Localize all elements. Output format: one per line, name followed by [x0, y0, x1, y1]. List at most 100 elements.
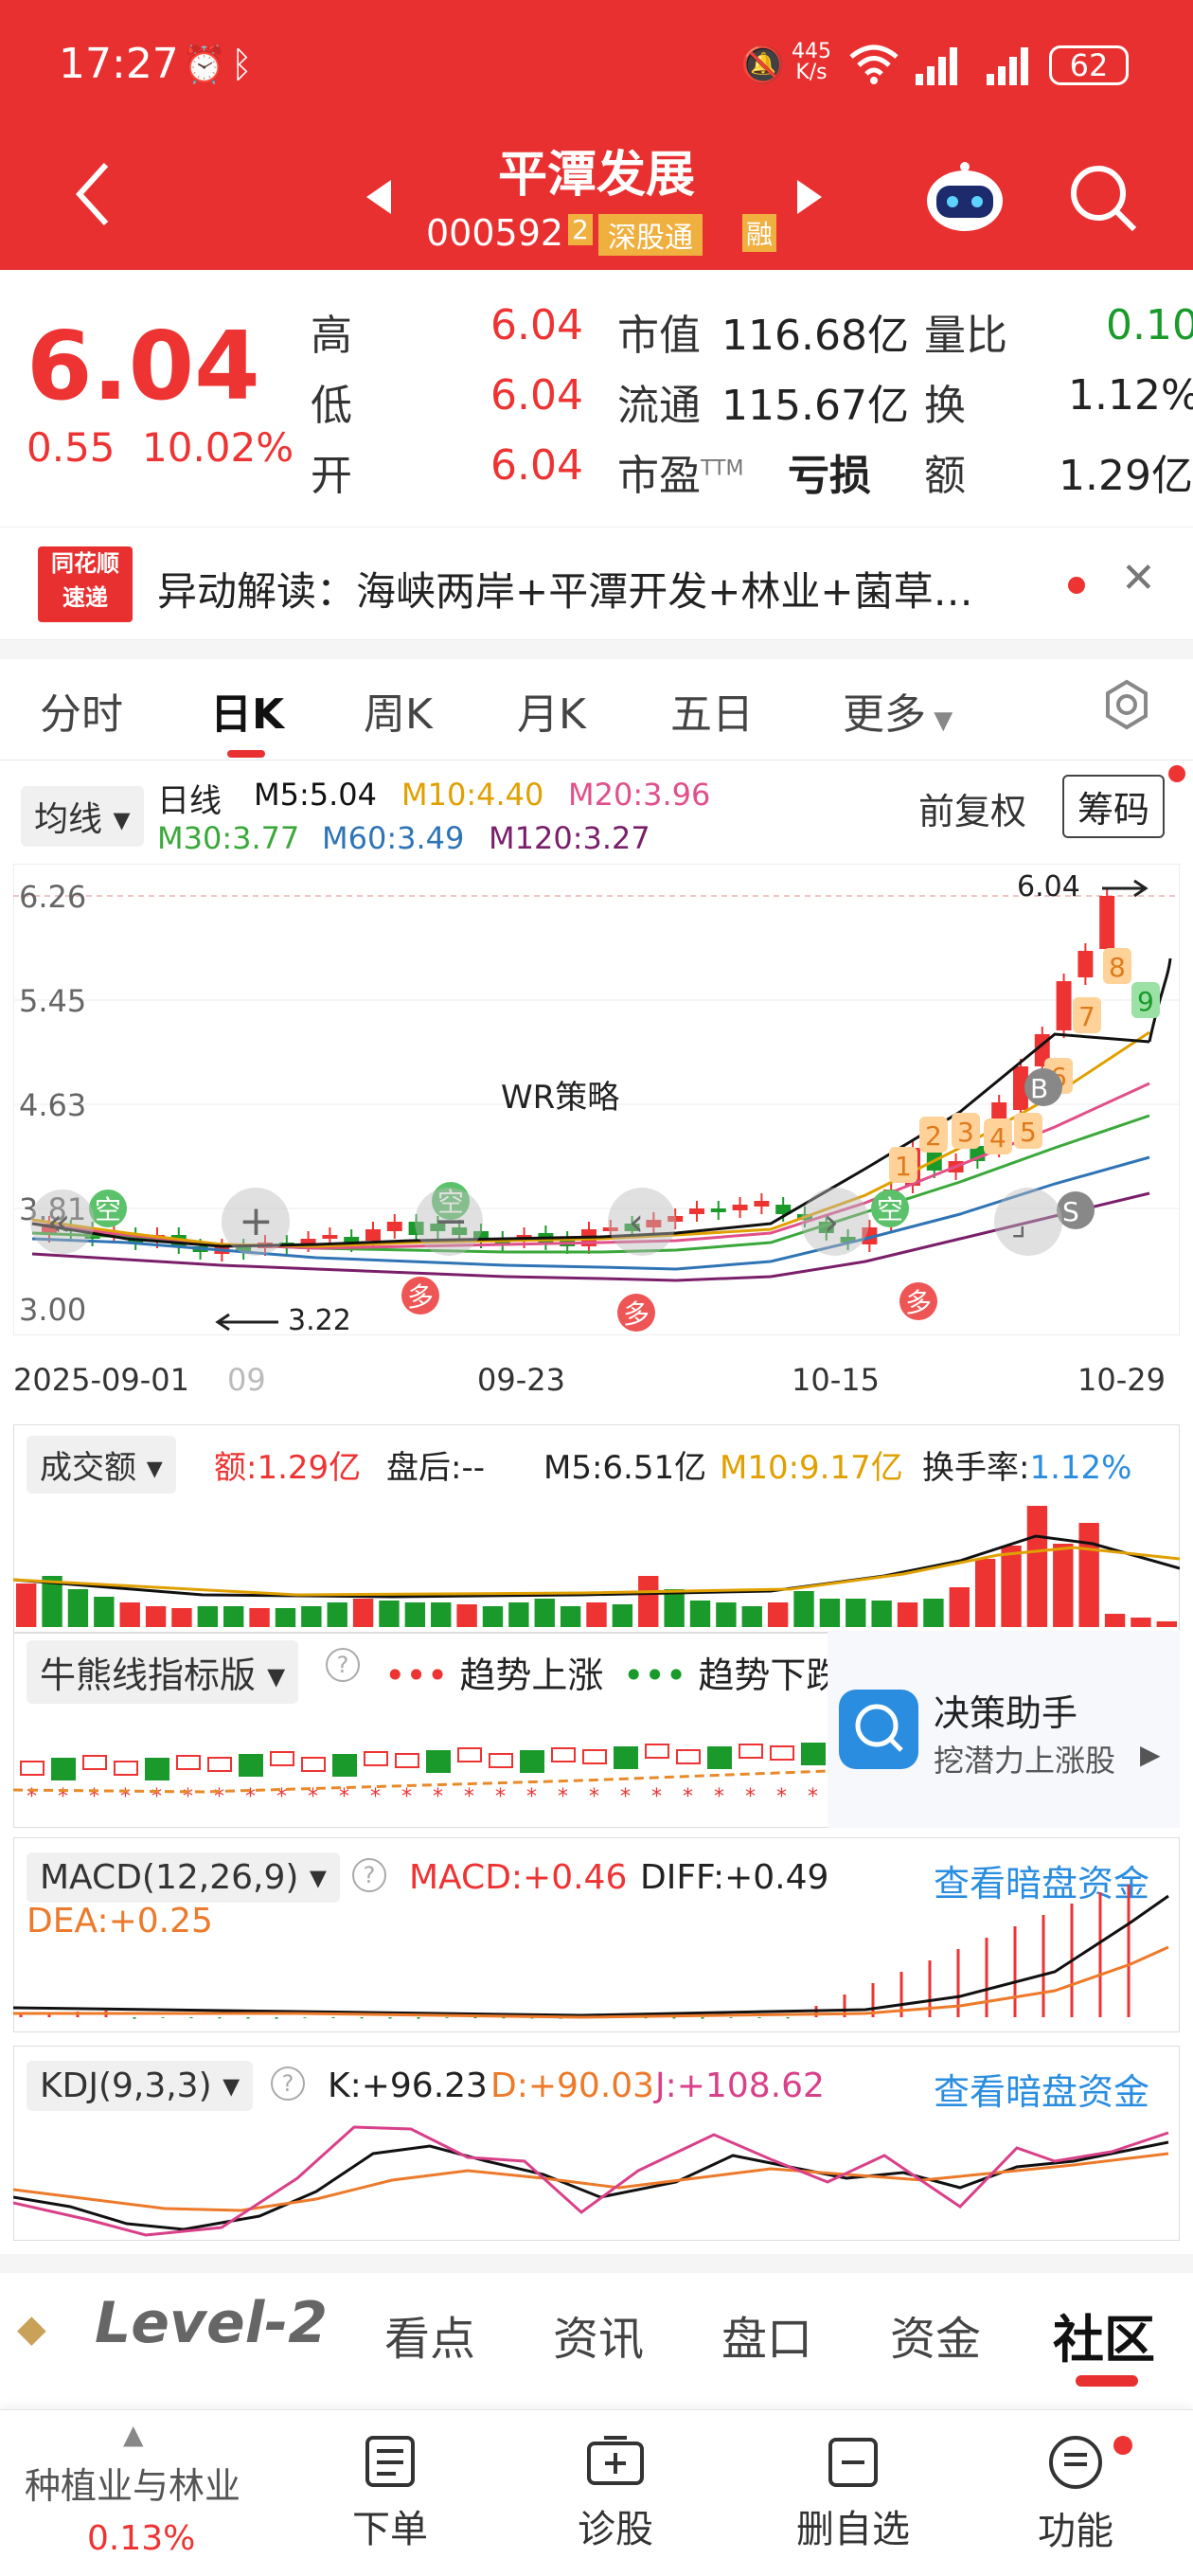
k-value: K:+96.23: [328, 2066, 488, 2105]
tab-funds[interactable]: 资金: [890, 2313, 982, 2366]
y-tick-label: 4.63: [19, 1087, 86, 1123]
volume-chart: [13, 1506, 1180, 1627]
signal-icon: [916, 47, 957, 85]
tab-intraday[interactable]: 分时: [40, 690, 123, 739]
volume-bar: [534, 1599, 555, 1627]
kline-chart[interactable]: 6.265.454.633.813.00 WR策略 6.04 3.22 12 3 4…: [13, 864, 1180, 1335]
decision-helper-card[interactable]: 决策助手 挖潜力上涨股 ▶: [828, 1631, 1180, 1828]
news-bar[interactable]: 同花顺 速递 异动解读：海峡两岸+平潭开发+林业+菌草… ✕: [0, 527, 1193, 640]
macd-selector[interactable]: MACD(12,26,9) ▾: [27, 1852, 340, 1903]
trend-up-legend: ••• 趋势上涨: [384, 1655, 604, 1696]
volume-bar: [508, 1602, 529, 1627]
help-icon[interactable]: ?: [326, 1648, 360, 1682]
volume-bar: [67, 1589, 89, 1627]
divider: [0, 640, 1193, 659]
candle-body: [344, 1237, 360, 1244]
tab-community[interactable]: 社区: [1053, 2310, 1155, 2370]
tab-indicator: [227, 750, 265, 758]
level2-tab[interactable]: Level-2: [95, 2290, 328, 2356]
order-button[interactable]: 下单: [343, 2434, 437, 2553]
tab-highlights[interactable]: 看点: [384, 2313, 476, 2366]
volume-bar: [456, 1604, 477, 1627]
ma-type: 日线: [157, 782, 222, 820]
volume-bar: [275, 1608, 296, 1627]
tab-monthly-k[interactable]: 月K: [517, 690, 586, 739]
tab-daily-k[interactable]: 日K: [210, 690, 285, 739]
volume-bar: [1104, 1614, 1126, 1627]
tab-five-day[interactable]: 五日: [670, 690, 754, 739]
trend-dot: *: [308, 1785, 318, 1809]
order-icon: [365, 2436, 415, 2487]
tab-news[interactable]: 资讯: [553, 2313, 645, 2366]
diagnose-button[interactable]: 诊股: [568, 2434, 663, 2553]
back-icon[interactable]: [74, 161, 112, 227]
search-icon[interactable]: [1068, 163, 1138, 233]
tag-right: 融: [742, 214, 777, 252]
trade-marker-label: 多: [905, 1287, 932, 1318]
signal-number: 4: [989, 1122, 1006, 1154]
vol-ratio-value: 0.10: [1106, 301, 1193, 349]
chips-button[interactable]: 筹码: [1062, 775, 1166, 838]
pe-value: 亏损: [788, 452, 871, 500]
chips-dot: [1168, 765, 1185, 782]
bullbear-candle: [332, 1754, 357, 1777]
chart-prev-button: [30, 1190, 95, 1254]
volume-bar: [741, 1606, 762, 1627]
svg-text:«: «: [47, 1201, 70, 1244]
trend-dot: *: [151, 1785, 162, 1809]
settings-icon[interactable]: [1100, 678, 1153, 731]
candle-body: [236, 1246, 252, 1252]
kdj-dark-pool-link[interactable]: 查看暗盘资金: [934, 2071, 1150, 2113]
volume-bar: [379, 1601, 400, 1627]
macd-dark-pool-link[interactable]: 查看暗盘资金: [934, 1863, 1150, 1905]
sector-name[interactable]: 种植业与林业: [25, 2465, 241, 2507]
vol-ratio-label: 量比: [924, 312, 1007, 360]
kdj-help-icon[interactable]: ?: [271, 2066, 305, 2101]
tab-more[interactable]: 更多 ▼: [843, 690, 953, 739]
close-icon[interactable]: ✕: [1121, 554, 1156, 602]
bullbear-selector[interactable]: 牛熊线指标版 ▾: [27, 1640, 299, 1704]
trend-dot: *: [433, 1785, 443, 1809]
d-line: [13, 2152, 1169, 2212]
volume-bar: [404, 1602, 426, 1627]
kdj-selector[interactable]: KDJ(9,3,3) ▾: [27, 2061, 254, 2111]
next-stock-icon[interactable]: [795, 178, 824, 216]
candle-body: [754, 1201, 770, 1207]
signal-badge: [1131, 982, 1160, 1018]
tab-orderbook[interactable]: 盘口: [721, 2313, 813, 2366]
robot-assistant-icon[interactable]: [922, 159, 1007, 235]
candle-body: [710, 1208, 726, 1212]
trend-dot: *: [589, 1785, 599, 1809]
signal-number: 2: [925, 1120, 942, 1152]
turnover-label: 换: [924, 382, 966, 430]
signal-number: 8: [1109, 952, 1126, 983]
kdj-panel: [13, 2046, 1180, 2241]
tab-weekly-k[interactable]: 周K: [364, 690, 433, 739]
trade-marker: [89, 1190, 127, 1227]
ma30: M30:3.77: [157, 820, 300, 856]
sector-up-icon: ▲: [123, 2419, 144, 2450]
volume-amount: 额:1.29亿: [214, 1449, 362, 1487]
price-change-pct: 10.02%: [142, 424, 294, 471]
prev-stock-icon[interactable]: [365, 178, 393, 216]
trade-marker: [871, 1190, 909, 1227]
candle-body: [624, 1224, 640, 1231]
bullbear-candle: [51, 1758, 76, 1780]
turnover-rate: 换手率:1.12%: [922, 1449, 1132, 1487]
volume-bar: [223, 1606, 244, 1627]
x-axis: 2025-09-01 09 09-23 10-15 10-29: [13, 1362, 1166, 1398]
ma-selector[interactable]: 均线 ▾: [21, 786, 144, 847]
trade-marker-label: 空: [877, 1194, 903, 1225]
trend-dot: *: [495, 1785, 506, 1809]
trend-dot: *: [339, 1785, 349, 1809]
remove-watchlist-button[interactable]: 删自选: [792, 2434, 915, 2553]
volume-bar: [1001, 1546, 1022, 1627]
signal-badge: [1014, 1113, 1042, 1149]
volume-bar: [352, 1599, 374, 1627]
stock-code: 000592: [426, 212, 564, 254]
macd-help-icon[interactable]: ?: [352, 1858, 386, 1892]
signal-number: 3: [957, 1117, 974, 1148]
adjust-mode[interactable]: 前复权: [918, 791, 1027, 832]
volume-selector[interactable]: 成交额 ▾: [27, 1436, 176, 1494]
function-button[interactable]: 功能: [1028, 2434, 1123, 2555]
